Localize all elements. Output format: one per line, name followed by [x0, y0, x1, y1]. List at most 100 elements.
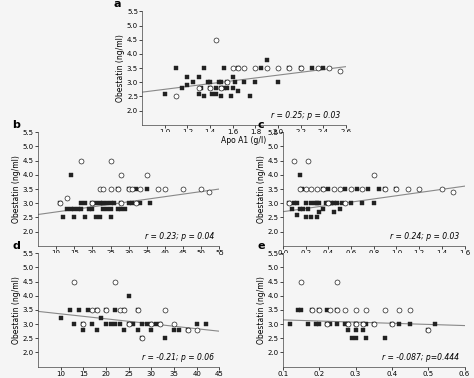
Point — [229, 73, 237, 79]
Point — [67, 172, 74, 178]
Point — [107, 200, 114, 206]
Point — [323, 307, 330, 313]
Point — [184, 82, 191, 88]
Point — [336, 186, 344, 192]
Point — [294, 307, 301, 313]
Point — [173, 65, 180, 71]
Point — [314, 65, 321, 71]
Point — [147, 327, 155, 333]
Point — [218, 79, 225, 85]
Point — [415, 186, 423, 192]
Point — [330, 200, 338, 206]
Point — [370, 321, 378, 327]
Point — [184, 327, 191, 333]
Point — [107, 214, 114, 220]
Point — [235, 65, 242, 71]
Point — [96, 214, 103, 220]
Point — [352, 321, 359, 327]
Point — [404, 186, 411, 192]
Point — [66, 307, 73, 313]
Point — [84, 307, 91, 313]
Point — [223, 79, 231, 85]
Point — [395, 307, 403, 313]
Point — [116, 307, 123, 313]
Point — [118, 200, 125, 206]
Point — [229, 85, 237, 91]
Point — [152, 321, 160, 327]
Point — [363, 335, 370, 341]
Point — [252, 65, 259, 71]
Y-axis label: Obestatin (ng/ml): Obestatin (ng/ml) — [117, 34, 126, 102]
Point — [134, 307, 142, 313]
Point — [392, 186, 400, 192]
Point — [363, 307, 370, 313]
Point — [293, 212, 301, 218]
Point — [107, 321, 114, 327]
Point — [78, 158, 85, 164]
Point — [388, 321, 396, 327]
Point — [63, 206, 71, 212]
Point — [231, 79, 239, 85]
Point — [345, 321, 352, 327]
Point — [173, 93, 180, 99]
Point — [316, 209, 323, 215]
Point — [132, 186, 140, 192]
Y-axis label: Obestatin (ng/ml): Obestatin (ng/ml) — [12, 155, 21, 223]
Point — [193, 321, 201, 327]
Point — [147, 321, 155, 327]
Text: c: c — [257, 120, 264, 130]
Point — [209, 91, 216, 97]
Point — [312, 321, 319, 327]
Point — [395, 321, 403, 327]
Point — [96, 186, 103, 192]
Point — [80, 327, 87, 333]
Point — [56, 200, 64, 206]
Point — [146, 200, 154, 206]
Point — [381, 335, 388, 341]
Point — [195, 91, 202, 97]
Point — [93, 307, 100, 313]
Point — [93, 307, 100, 313]
Point — [175, 327, 182, 333]
Point — [204, 79, 212, 85]
Point — [263, 65, 271, 71]
Point — [286, 65, 293, 71]
Point — [98, 315, 105, 321]
Point — [286, 321, 294, 327]
Point — [274, 79, 282, 85]
Point — [116, 321, 123, 327]
Text: e: e — [257, 241, 265, 251]
Point — [327, 200, 335, 206]
Text: r = 0.23; p = 0.04: r = 0.23; p = 0.04 — [145, 232, 214, 241]
Point — [365, 186, 372, 192]
Point — [212, 91, 219, 97]
Point — [138, 321, 146, 327]
Text: r = -0.087; p=0.444: r = -0.087; p=0.444 — [382, 353, 459, 362]
Point — [291, 200, 298, 206]
Point — [170, 321, 178, 327]
Point — [235, 65, 242, 71]
Point — [341, 307, 348, 313]
Point — [103, 200, 111, 206]
Point — [406, 321, 414, 327]
Point — [143, 321, 151, 327]
Point — [246, 93, 254, 99]
Point — [296, 186, 304, 192]
Point — [319, 65, 327, 71]
Point — [125, 321, 132, 327]
Point — [161, 91, 169, 97]
Point — [345, 321, 352, 327]
Point — [359, 321, 367, 327]
Point — [327, 321, 334, 327]
Point — [302, 214, 310, 220]
Point — [92, 214, 100, 220]
Point — [334, 321, 341, 327]
Point — [370, 172, 378, 178]
Point — [93, 327, 100, 333]
Point — [330, 209, 338, 215]
Point — [71, 206, 78, 212]
Point — [299, 186, 306, 192]
Point — [85, 206, 92, 212]
Point — [300, 206, 307, 212]
Point — [136, 186, 143, 192]
